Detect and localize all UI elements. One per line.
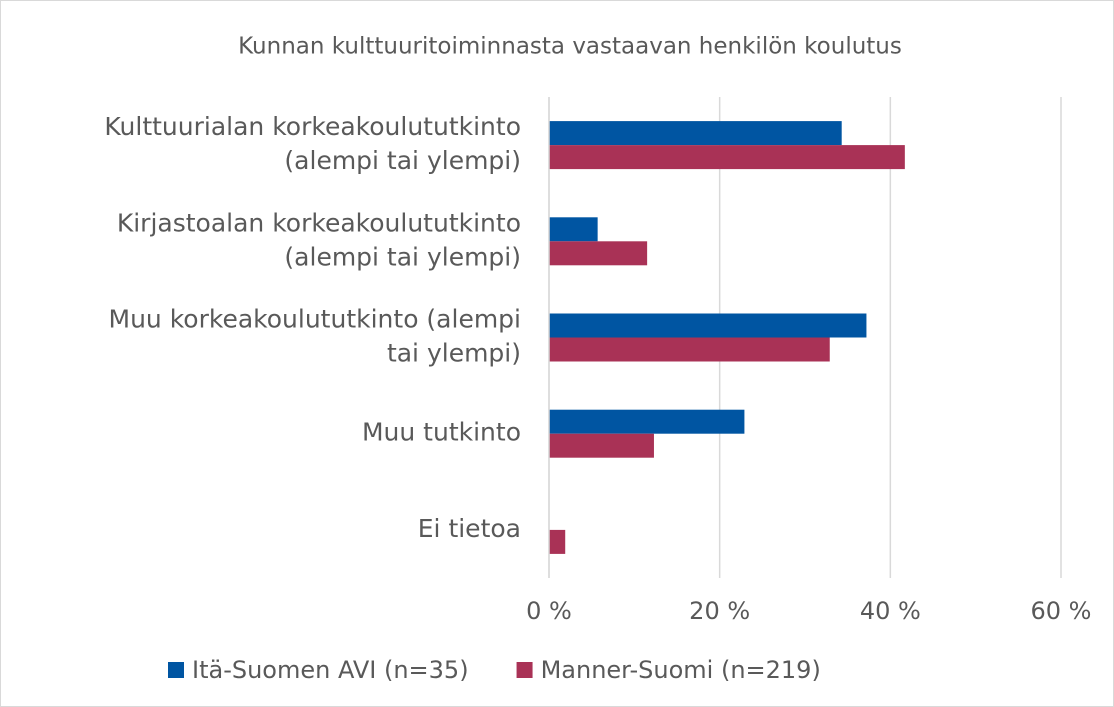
legend-label: Manner-Suomi (n=219) — [541, 656, 821, 684]
bar — [549, 217, 598, 242]
legend-swatch — [168, 662, 184, 678]
x-tick-label: 40 % — [860, 597, 921, 625]
y-tick-label: Kirjastoalan korkeakoulututkinto (alempi … — [117, 208, 521, 271]
x-tick-label: 0 % — [526, 597, 572, 625]
bar — [549, 313, 867, 338]
y-tick-label: Kulttuurialan korkeakoulututkinto (alempi… — [104, 112, 521, 175]
bar — [549, 529, 566, 554]
y-tick-label: Muu korkeakoulututkinto (alempi tai ylemp… — [109, 305, 522, 368]
y-tick-label: Muu tutkinto — [362, 418, 521, 447]
legend-swatch — [516, 662, 533, 678]
bar — [549, 145, 905, 170]
bar — [549, 241, 648, 266]
x-tick-label: 60 % — [1031, 597, 1092, 625]
bar — [549, 121, 842, 146]
legend-label: Itä-Suomen AVI (n=35) — [192, 656, 469, 684]
y-tick-label: Ei tietoa — [418, 514, 521, 543]
x-tick-label: 20 % — [689, 597, 750, 625]
chart-title: Kunnan kulttuuritoiminnasta vastaavan he… — [238, 34, 902, 60]
bar — [549, 337, 830, 362]
bar — [549, 409, 745, 434]
bar — [549, 433, 654, 458]
